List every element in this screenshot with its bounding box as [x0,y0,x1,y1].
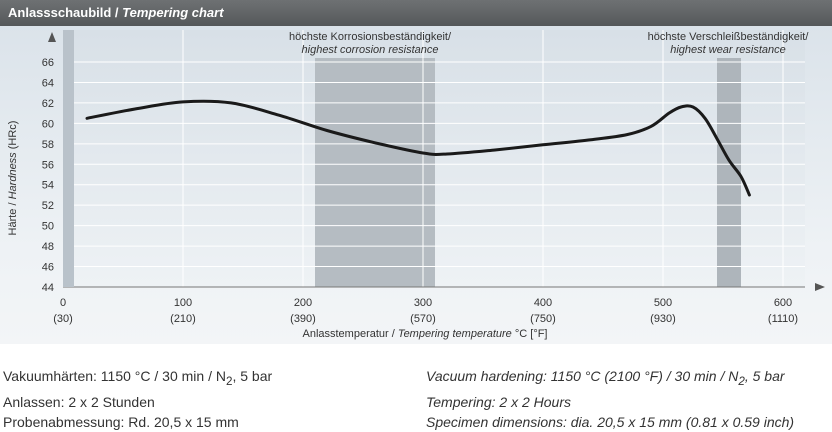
y-tick-label: 44 [42,282,54,294]
notes-german: Vakuumhärten: 1150 °C / 30 min / N2, 5 b… [3,366,272,432]
note-specimen-de: Probenabmessung: Rd. 20,5 x 15 mm [3,413,239,430]
title-de: Anlassschaubild / [8,5,119,20]
subscript-2: 2 [225,374,233,388]
note-tempering-en: Tempering: 2 x 2 Hours [426,393,571,410]
x-tick-label: 400 [534,297,552,309]
y-tick-label: 60 [42,118,54,130]
band-label-de: höchste Korrosionsbeständigkeit/ [289,31,452,43]
y-tick-label: 50 [42,221,54,233]
x-tick-label: 300 [414,297,432,309]
x-axis-arrow [815,283,825,291]
y-tick-label: 56 [42,159,54,171]
y-tick-label: 46 [42,262,54,274]
band-label-en: highest corrosion resistance [302,44,439,56]
note-tempering-de: Anlassen: 2 x 2 Stunden [3,393,155,410]
y-tick-label: 64 [42,77,54,89]
x-tick-label: 0 [60,297,66,309]
note-specimen-en: Specimen dimensions: dia. 20,5 x 15 mm (… [426,413,795,430]
subscript-2: 2 [738,374,745,388]
x-tick-label: 200 [294,297,312,309]
y-axis-label: Härte / Hardness (HRc) [7,121,19,236]
x-tick-sublabel: (210) [170,313,196,325]
x-tick-sublabel: (30) [53,313,73,325]
x-axis-label: Anlasstemperatur / Tempering temperature… [302,328,547,340]
chart-title-bar: Anlassschaubild / Tempering chart [0,0,832,26]
x-tick-sublabel: (750) [530,313,556,325]
y-axis-arrow [48,32,56,42]
title-en: Tempering chart [122,5,224,20]
x-tick-sublabel: (570) [410,313,436,325]
band-label-de: höchste Verschleißbeständigkeit/ [648,31,810,43]
x-tick-sublabel: (390) [290,313,316,325]
x-tick-label: 500 [654,297,672,309]
x-tick-sublabel: (930) [650,313,676,325]
note-vacuum-hardening-en: Vacuum hardening: 1150 °C (2100 °F) / 30… [426,368,785,388]
x-tick-sublabel: (1110) [768,313,798,325]
y-tick-label: 54 [42,180,54,192]
y-tick-label: 58 [42,139,54,151]
band-label-en: highest wear resistance [670,44,786,56]
notes-english: Vacuum hardening: 1150 °C (2100 °F) / 30… [426,366,794,432]
corrosion-resistance-band [315,58,435,287]
y-tick-label: 62 [42,98,54,110]
x-tick-label: 100 [174,297,192,309]
y-axis-bar [63,30,74,287]
note-vacuum-hardening-de: Vakuumhärten: 1150 °C / 30 min / N2, 5 b… [3,368,273,388]
tempering-chart: 44 46 48 50 52 54 56 58 60 62 64 66 0 (30) 100 (210) 20… [7,30,825,340]
y-tick-label: 66 [42,57,54,69]
x-tick-label: 600 [774,297,792,309]
hardness-curve [85,99,751,197]
y-tick-label: 52 [42,200,54,212]
y-tick-label: 48 [42,241,54,253]
